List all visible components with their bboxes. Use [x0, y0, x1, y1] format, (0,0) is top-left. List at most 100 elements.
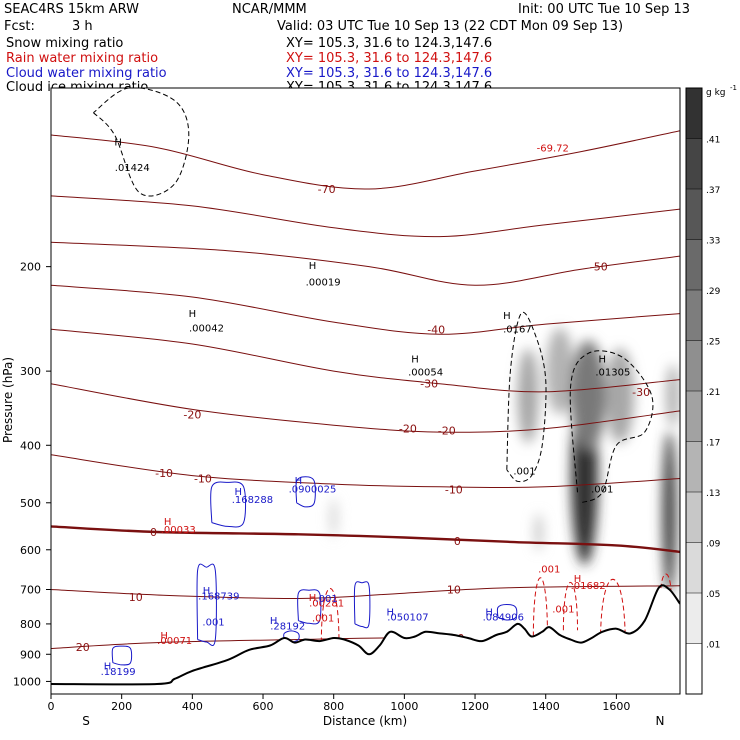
- isotherm-label: -40: [427, 323, 445, 336]
- rain-contour: [320, 588, 340, 643]
- rain-contour: [562, 581, 579, 631]
- isotherm-line-8: [51, 585, 680, 600]
- colorbar-label: .13: [706, 489, 720, 499]
- x-tick-label: 0: [48, 700, 55, 713]
- max-annotation: H: [411, 354, 419, 365]
- y-tick-label: 1000: [13, 675, 41, 688]
- shading-core-7: [330, 498, 338, 538]
- max-annotation: .001: [538, 564, 560, 575]
- ice-contour: [93, 88, 190, 197]
- colorbar-label: .05: [706, 590, 720, 600]
- max-annotation: .00054: [408, 367, 443, 378]
- isotherm-label: -10: [155, 467, 173, 480]
- colorbar-label: .33: [706, 237, 720, 247]
- north-end-label: N: [656, 714, 665, 728]
- cloud-water-contour: [297, 589, 322, 625]
- snow-contour: [569, 350, 654, 504]
- max-annotation: .0167: [503, 324, 532, 335]
- isotherm-label: 0: [150, 526, 157, 539]
- max-annotation: .168739: [198, 592, 239, 603]
- y-tick-label: 600: [20, 544, 41, 557]
- cloud-water-contour: [496, 603, 518, 621]
- field-rain-name: Rain water mixing ratio: [6, 51, 159, 66]
- colorbar-swatch: [686, 189, 702, 240]
- isotherm-line-7: [51, 525, 680, 554]
- isotherm-label: -50: [590, 261, 608, 274]
- rain-contour: [532, 577, 548, 637]
- shading-core-1: [545, 327, 574, 415]
- max-annotation: .18199: [101, 667, 136, 678]
- max-annotation: .01424: [115, 163, 150, 174]
- x-tick-label: 400: [182, 700, 203, 713]
- y-tick-label: 400: [20, 439, 41, 452]
- terrain-fill: [51, 587, 680, 694]
- max-annotation: .00033: [161, 525, 196, 536]
- colorbar-swatch: [686, 391, 702, 442]
- max-annotation: -69.72: [537, 144, 569, 155]
- shading-core-0: [517, 348, 539, 444]
- isotherm-line-1: [51, 195, 680, 238]
- y-tick-label: 200: [20, 261, 41, 274]
- max-annotation: H: [104, 662, 112, 673]
- max-annotation: .00281: [309, 599, 344, 610]
- cloud-water-contour: [111, 645, 133, 666]
- terrain-line: [51, 584, 680, 686]
- field-rain-xy: XY= 105.3, 31.6 to 124.3,147.6: [286, 51, 493, 66]
- x-tick-label: 1200: [461, 700, 489, 713]
- cloud-water-contour: [210, 481, 247, 528]
- colorbar-label: .29: [706, 287, 721, 297]
- max-annotation: .001: [312, 613, 334, 624]
- max-annotation: H: [295, 476, 303, 487]
- fcst-label: Fcst:: [4, 19, 35, 34]
- colorbar-swatch: [686, 492, 702, 543]
- field-cloudwater-name: Cloud water mixing ratio: [6, 66, 167, 81]
- x-tick-label: 1000: [390, 700, 418, 713]
- x-axis-label: Distance (km): [323, 714, 407, 728]
- x-tick-label: 1400: [532, 700, 560, 713]
- max-annotation: H: [114, 138, 122, 149]
- x-tick-label: 800: [323, 700, 344, 713]
- isotherm-line-6: [51, 454, 680, 489]
- field-snow-name: Snow mixing ratio: [6, 36, 124, 51]
- max-annotation: .168288: [232, 495, 273, 506]
- isotherm-label: 0: [454, 535, 461, 548]
- rain-contour: [660, 573, 672, 597]
- isotherm-line-5: [51, 383, 680, 433]
- valid-time: Valid: 03 UTC Tue 10 Sep 13 (22 CDT Mon …: [277, 19, 624, 34]
- colorbar: .01 .05 .09 .13 .17 .21 .25 .29 .33 .37 .41: [685, 87, 721, 695]
- colorbar-label: .41: [706, 136, 720, 146]
- y-axis-label: Pressure (hPa): [1, 357, 15, 443]
- max-annotation: .0900025: [289, 484, 337, 495]
- colorbar-unit: g kg: [706, 88, 726, 98]
- y-tick-label: 700: [20, 584, 41, 597]
- model-title: SEAC4RS 15km ARW: [4, 2, 140, 17]
- cloud-water-contour: [295, 476, 316, 508]
- y-tick-label: 800: [20, 618, 41, 631]
- colorbar-swatch: [686, 542, 702, 593]
- cloud-water-contour: [353, 581, 371, 629]
- max-annotation: .00019: [306, 277, 341, 288]
- isotherm-label: -30: [420, 378, 438, 391]
- max-annotation: H: [160, 631, 168, 642]
- shading-core-6: [665, 364, 680, 428]
- isotherm-label: 10: [129, 591, 143, 604]
- isotherm-line-0: [51, 130, 680, 190]
- max-annotation: H: [189, 309, 197, 320]
- field-snow-xy: XY= 105.3, 31.6 to 124.3,147.6: [286, 36, 493, 51]
- field-cloudwater-xy: XY= 105.3, 31.6 to 124.3,147.6: [286, 66, 493, 81]
- isotherm-line-2: [51, 241, 680, 286]
- y-tick-label: 500: [20, 497, 41, 510]
- max-annotation: .00071: [157, 636, 192, 647]
- max-annotation: H: [270, 616, 278, 627]
- max-annotation: .01682: [571, 581, 606, 592]
- max-annotation: .001: [552, 604, 574, 615]
- south-end-label: S: [82, 714, 90, 728]
- shading-core-5: [662, 430, 677, 595]
- colorbar-swatch: [686, 441, 702, 492]
- fcst-value: 3 h: [72, 19, 93, 34]
- isotherm-label: -70: [318, 183, 336, 196]
- rain-contour: [599, 578, 626, 643]
- shading-core-4: [605, 348, 635, 444]
- max-annotation: H: [386, 608, 394, 619]
